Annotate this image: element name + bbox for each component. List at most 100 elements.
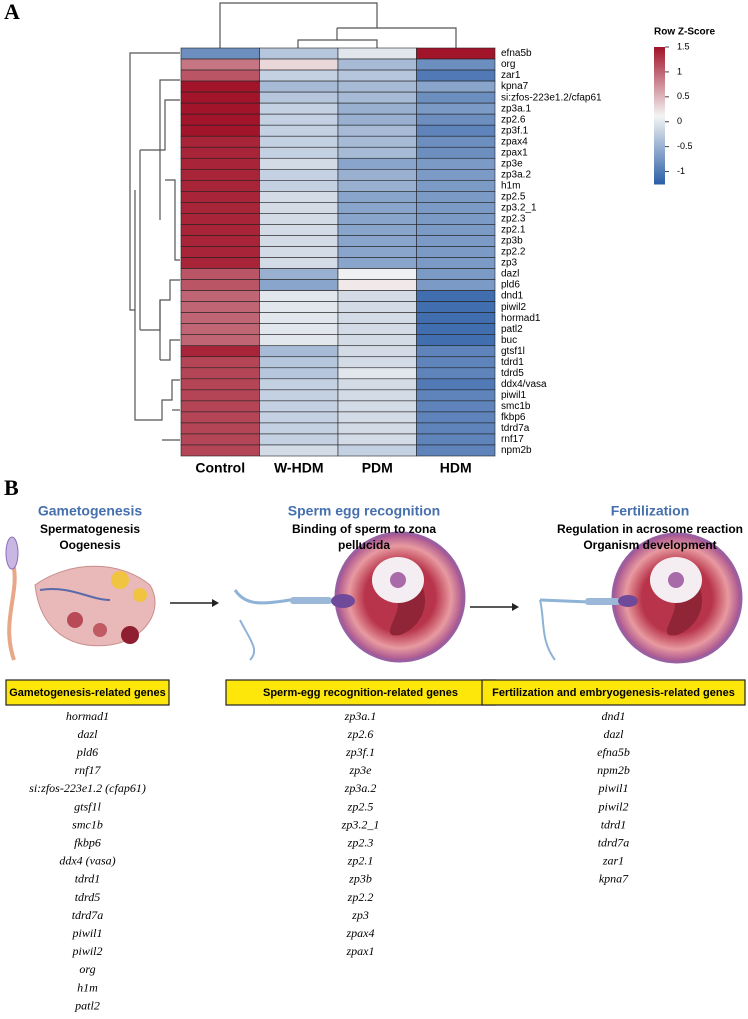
color-bar-segment — [654, 140, 665, 144]
gene-name: zp3.2_1 — [341, 817, 380, 831]
row-label: zp2.5 — [501, 192, 526, 203]
row-label: buc — [501, 335, 517, 346]
color-bar-tick-label: 1 — [677, 66, 682, 76]
row-label: ddx4/vasa — [501, 379, 547, 390]
row-label: pld6 — [501, 280, 520, 291]
panel-label: A — [4, 0, 20, 24]
color-bar-segment — [654, 152, 665, 155]
heatmap-cell — [259, 69, 339, 82]
stage-subtitle: Oogenesis — [59, 538, 121, 552]
row-label: h1m — [501, 180, 520, 191]
heatmap-cell — [259, 80, 339, 93]
heatmap-cell — [337, 135, 417, 148]
color-bar-segment — [654, 53, 665, 57]
heatmap-cell — [180, 47, 260, 60]
gene-name: rnf17 — [74, 763, 101, 777]
heatmap-cell — [337, 257, 417, 269]
row-label: piwil2 — [501, 302, 526, 313]
color-bar-segment — [654, 138, 665, 142]
color-bar-segment — [654, 168, 665, 171]
heatmap-cell — [416, 323, 496, 336]
gene-name: zp2.6 — [347, 727, 374, 741]
gene-name: piwil2 — [71, 944, 102, 958]
gene-name: piwil1 — [597, 781, 628, 795]
heatmap-cell — [259, 345, 339, 358]
heatmap-cell — [337, 124, 417, 137]
arrow — [170, 599, 219, 607]
color-bar-segment — [654, 165, 665, 169]
row-label: tdrd7a — [501, 423, 530, 434]
color-bar-segment — [654, 85, 665, 89]
gene-name: zp3a.2 — [344, 781, 377, 795]
stage-subtitle: Spermatogenesis — [40, 522, 140, 536]
heatmap-cell — [259, 400, 339, 413]
heatmap-cell — [416, 113, 496, 126]
heatmap-cell — [416, 235, 496, 247]
gene-name: zp3b — [348, 872, 372, 886]
heatmap-cell — [416, 378, 496, 391]
column-label: Control — [195, 460, 245, 476]
gene-name: zp2.2 — [347, 890, 374, 904]
heatmap-cell — [416, 301, 496, 313]
heatmap-cell — [337, 246, 417, 258]
heatmap-cell — [416, 345, 496, 358]
gene-name: patl2 — [74, 998, 100, 1012]
color-bar-segment — [654, 69, 665, 73]
row-label: zp2.2 — [501, 247, 526, 258]
heatmap-cell — [337, 400, 417, 413]
row-label: dnd1 — [501, 291, 524, 302]
gene-name: zp2.5 — [347, 799, 374, 813]
heatmap-cell — [259, 113, 339, 126]
gene-panels: Gametogenesis Spermatogenesis Oogenesis Gam… — [5, 503, 746, 1019]
color-bar-segment — [654, 122, 665, 126]
color-bar-segment — [654, 67, 665, 71]
color-bar-segment — [654, 172, 665, 176]
heatmap-cell — [259, 146, 339, 159]
column-dendrogram — [219, 2, 457, 48]
color-bar-segment — [654, 177, 665, 180]
row-label: org — [501, 59, 515, 70]
gene-group-title: Gametogenesis-related genes — [9, 687, 166, 699]
color-bar-segment — [654, 47, 665, 50]
column-label: PDM — [362, 460, 393, 476]
gene-group-title: Sperm-egg recognition-related genes — [263, 687, 458, 699]
gene-name: si:zfos-223e1.2 (cfap61) — [29, 781, 146, 795]
gene-name: piwil2 — [597, 799, 628, 813]
color-bar-segment — [654, 120, 665, 123]
heatmap-cell — [180, 444, 260, 457]
color-bar-segment — [654, 133, 665, 137]
heatmap-cell — [337, 444, 417, 457]
color-bar-segment — [654, 72, 665, 75]
color-bar-segment — [654, 92, 665, 96]
fertilization-illustration — [539, 532, 743, 664]
gene-group-box — [5, 679, 170, 706]
gene-group-box — [481, 679, 746, 706]
heatmap-cell — [337, 312, 417, 324]
row-label: zp3b — [501, 236, 523, 247]
gene-name: tdrd7a — [72, 908, 104, 922]
heatmap-cell — [180, 146, 260, 159]
gene-name: h1m — [77, 980, 98, 994]
heatmap-cell — [337, 224, 417, 236]
gene-name: zp3 — [351, 908, 369, 922]
color-bar-segment — [654, 181, 665, 185]
stage-title: Gametogenesis — [38, 503, 142, 519]
heatmap-cell — [180, 224, 260, 236]
color-bar-segment — [654, 149, 665, 153]
heatmap-cell — [259, 257, 339, 269]
sperm-egg-illustration — [233, 531, 466, 663]
heatmap-cell — [259, 180, 339, 192]
heatmap-cell — [416, 168, 496, 181]
color-bar-segment — [654, 161, 665, 164]
heatmap-cell — [337, 213, 417, 225]
heatmap-cell — [337, 168, 417, 181]
color-bar-segment — [654, 158, 665, 162]
heatmap-cell — [337, 146, 417, 159]
heatmap-cell — [259, 290, 339, 302]
stage-title: Sperm egg recognition — [288, 503, 440, 519]
row-label: efna5b — [501, 48, 532, 59]
color-bar-segment — [654, 156, 665, 160]
color-bar-segment — [654, 142, 665, 146]
heatmap-cell — [259, 135, 339, 148]
